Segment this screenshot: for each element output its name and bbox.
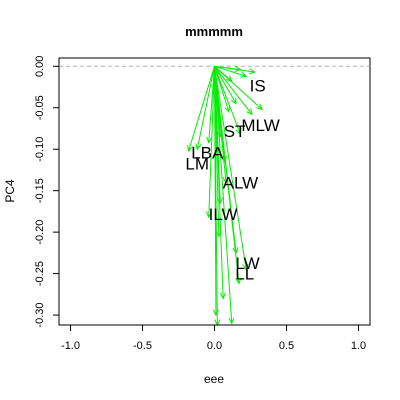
loading-arrow: [214, 65, 248, 78]
y-axis-label: PC4: [3, 179, 17, 203]
arrow-head: [205, 211, 212, 219]
arrow-head: [224, 105, 231, 113]
loading-arrow: [214, 66, 227, 300]
loading-arrow: [214, 66, 242, 136]
variable-label: ST: [224, 122, 246, 141]
loading-arrow: [214, 65, 253, 116]
arrow-shaft: [196, 66, 215, 150]
x-axis: -1.0 -0.5 0.0 0.5 1.0: [61, 324, 366, 352]
arrow-head: [232, 247, 239, 255]
loading-arrow: [205, 66, 215, 219]
y-tick-label: -0.30: [34, 303, 46, 328]
y-tick-label: -0.20: [34, 220, 46, 245]
y-tick-label: -0.10: [34, 137, 46, 162]
arrow-head: [235, 277, 242, 285]
loading-arrow: [214, 65, 242, 72]
arrow-head: [246, 108, 253, 116]
y-tick-label: -0.15: [34, 178, 46, 203]
loading-arrow: [187, 66, 215, 152]
arrow-shaft: [208, 66, 215, 218]
arrow-shaft: [214, 65, 241, 71]
arrow-head: [230, 97, 237, 105]
loading-arrow: [214, 66, 237, 105]
arrow-shaft: [214, 66, 218, 326]
arrow-layer: [187, 65, 263, 327]
arrow-head: [195, 143, 202, 151]
variable-label: MLW: [241, 116, 279, 135]
arrow-head: [206, 136, 213, 144]
x-axis-label: eee: [204, 372, 224, 386]
variable-label: ALW: [223, 173, 259, 192]
y-tick-label: -0.05: [34, 95, 46, 120]
x-tick-label: 0.0: [207, 340, 222, 352]
arrow-shaft: [214, 66, 233, 324]
arrow-shaft: [214, 66, 247, 270]
x-tick-label: 0.5: [279, 340, 294, 352]
arrow-head: [235, 128, 242, 136]
variable-label: LBA: [191, 144, 224, 163]
variable-label: LL: [235, 265, 254, 284]
arrow-shaft: [214, 66, 237, 104]
y-tick-label: 0.00: [34, 56, 46, 77]
arrow-shaft: [214, 66, 241, 135]
arrow-head: [240, 71, 248, 78]
loading-arrow: [214, 66, 249, 271]
chart-title: mmmmm: [185, 24, 243, 39]
arrow-shaft: [214, 66, 240, 284]
arrow-head: [256, 103, 263, 111]
arrow-shaft: [214, 65, 263, 110]
y-tick-label: -0.25: [34, 261, 46, 286]
x-tick-label: 1.0: [351, 340, 366, 352]
loading-arrow: [214, 66, 242, 285]
variable-label: ILW: [209, 205, 238, 224]
loading-arrow: [214, 66, 235, 325]
arrow-head: [242, 263, 249, 271]
variable-label: LM: [185, 154, 209, 173]
arrow-head: [219, 292, 227, 300]
variable-label: LW: [235, 254, 259, 273]
variable-label: IS: [250, 76, 266, 95]
x-tick-label: -0.5: [133, 340, 152, 352]
arrow-shaft: [188, 66, 215, 152]
arrow-head: [248, 68, 256, 75]
arrow-head: [220, 155, 228, 163]
arrow-head: [225, 75, 233, 82]
arrow-head: [228, 317, 235, 325]
loading-arrow: [195, 66, 215, 151]
arrow-shaft: [214, 65, 253, 115]
arrow-head: [187, 144, 194, 152]
arrow-shaft: [214, 65, 247, 77]
arrow-shaft: [214, 66, 224, 299]
loading-arrow: [214, 65, 263, 111]
arrow-head: [234, 65, 242, 72]
x-tick-label: -1.0: [61, 340, 80, 352]
y-axis: 0.00 -0.05 -0.10 -0.15 -0.20 -0.25 -0.30: [34, 56, 60, 328]
